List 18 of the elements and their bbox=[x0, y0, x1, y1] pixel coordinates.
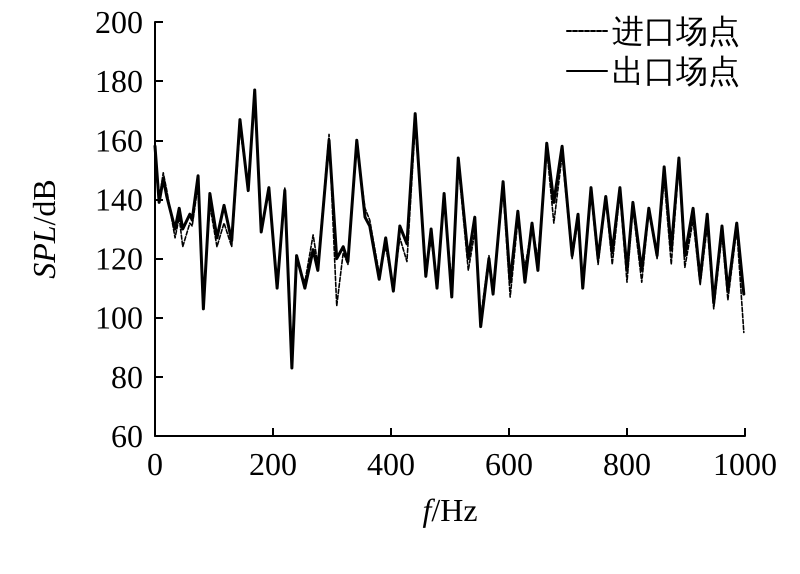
legend-label: 出口场点 bbox=[612, 53, 740, 89]
legend-label: 进口场点 bbox=[612, 13, 740, 49]
x-axis-title: f/Hz bbox=[422, 492, 478, 528]
y-tick-label: 180 bbox=[95, 63, 143, 100]
y-axis-title: SPL/dB bbox=[26, 179, 62, 279]
x-tick-label: 800 bbox=[603, 446, 651, 482]
y-tick-label: 160 bbox=[95, 122, 143, 158]
y-tick-label: 140 bbox=[95, 181, 143, 218]
y-tick-label: 120 bbox=[95, 240, 143, 277]
y-tick-label: 100 bbox=[95, 300, 143, 336]
x-tick-label: 0 bbox=[147, 446, 163, 482]
y-tick-label: 200 bbox=[95, 4, 143, 40]
y-tick-label: 80 bbox=[111, 358, 143, 395]
x-tick-label: 1000 bbox=[713, 446, 777, 482]
x-tick-label: 400 bbox=[367, 446, 415, 482]
x-tick-label: 600 bbox=[485, 446, 533, 482]
y-tick-label: 60 bbox=[111, 418, 143, 454]
x-tick-label: 200 bbox=[249, 446, 297, 482]
